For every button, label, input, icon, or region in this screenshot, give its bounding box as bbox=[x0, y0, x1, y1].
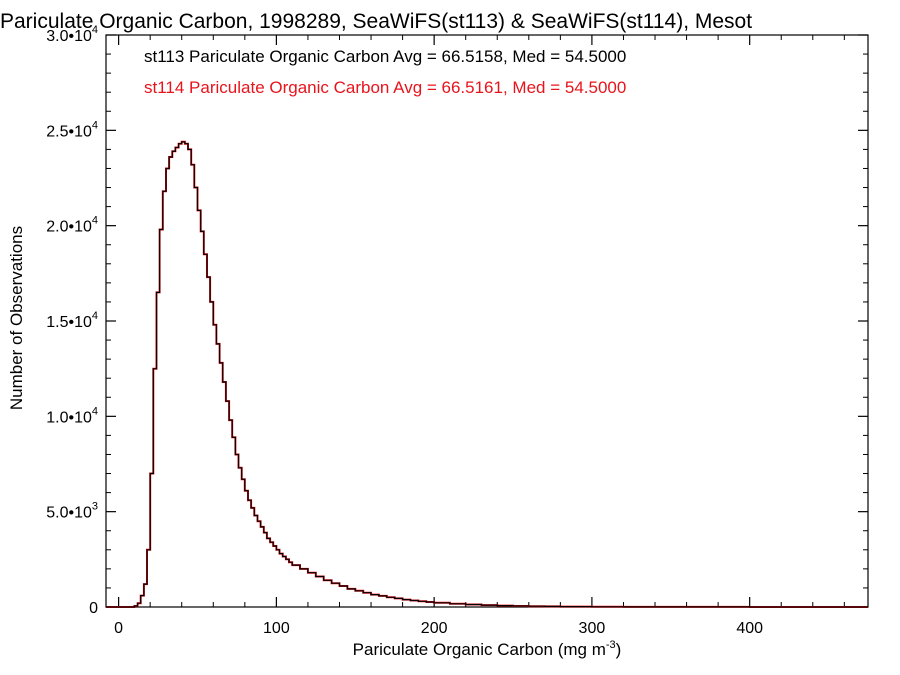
y-tick-label-mantissa: 2.5•10 bbox=[46, 123, 92, 140]
annotation-text: st114 Pariculate Organic Carbon Avg = 66… bbox=[144, 78, 626, 97]
x-axis-label: Pariculate Organic Carbon (mg m-3) bbox=[353, 639, 622, 659]
y-tick-label: 1.5•104 bbox=[46, 310, 98, 331]
y-axis-label: Number of Observations bbox=[7, 226, 26, 410]
x-tick-label: 0 bbox=[114, 620, 123, 637]
series-layer bbox=[106, 140, 868, 608]
y-tick-label: 2.5•104 bbox=[46, 119, 98, 140]
y-tick-label: 2.0•104 bbox=[46, 215, 98, 236]
annotation-layer: st113 Pariculate Organic Carbon Avg = 66… bbox=[144, 47, 626, 97]
y-tick-label: 1.0•104 bbox=[46, 405, 98, 426]
chart-title: Pariculate Organic Carbon, 1998289, SeaW… bbox=[0, 10, 752, 33]
y-tick-label-mantissa: 1.0•10 bbox=[46, 409, 92, 426]
y-tick-label-exponent: 3 bbox=[92, 501, 98, 513]
x-tick-label: 100 bbox=[263, 620, 290, 637]
y-tick-label-mantissa: 0 bbox=[89, 600, 98, 617]
y-tick-label-exponent: 4 bbox=[92, 215, 98, 227]
y-tick-label-exponent: 4 bbox=[92, 310, 98, 322]
x-axis-label-unit-exponent: -3 bbox=[606, 639, 616, 651]
y-tick-label: 0 bbox=[89, 600, 98, 617]
x-axis-label-close: ) bbox=[616, 640, 622, 659]
y-tick-label: 3.0•104 bbox=[46, 24, 98, 45]
y-tick-label-mantissa: 5.0•10 bbox=[46, 505, 92, 522]
y-tick-label-mantissa: 2.0•10 bbox=[46, 219, 92, 236]
annotation-text: st113 Pariculate Organic Carbon Avg = 66… bbox=[144, 47, 626, 66]
x-tick-label: 200 bbox=[421, 620, 448, 637]
x-tick-label: 400 bbox=[736, 620, 763, 637]
y-tick-label-exponent: 4 bbox=[92, 24, 98, 36]
x-axis: 0 100 200 300 400 bbox=[114, 35, 845, 637]
y-tick-label-exponent: 4 bbox=[92, 119, 98, 131]
y-tick-label-exponent: 4 bbox=[92, 405, 98, 417]
y-tick-label-mantissa: 3.0•10 bbox=[46, 28, 92, 45]
plot-frame bbox=[105, 34, 869, 608]
series-line-1 bbox=[106, 141, 868, 608]
y-tick-label-mantissa: 1.5•10 bbox=[46, 314, 92, 331]
x-tick-label: 300 bbox=[579, 620, 606, 637]
plot-border bbox=[105, 34, 869, 608]
y-axis: 05.0•1031.0•1041.5•1042.0•1042.5•1043.0•… bbox=[46, 24, 868, 617]
y-tick-label: 5.0•103 bbox=[46, 501, 98, 522]
x-axis-label-text: Pariculate Organic Carbon (mg m bbox=[353, 640, 606, 659]
series-line-0 bbox=[106, 140, 868, 608]
